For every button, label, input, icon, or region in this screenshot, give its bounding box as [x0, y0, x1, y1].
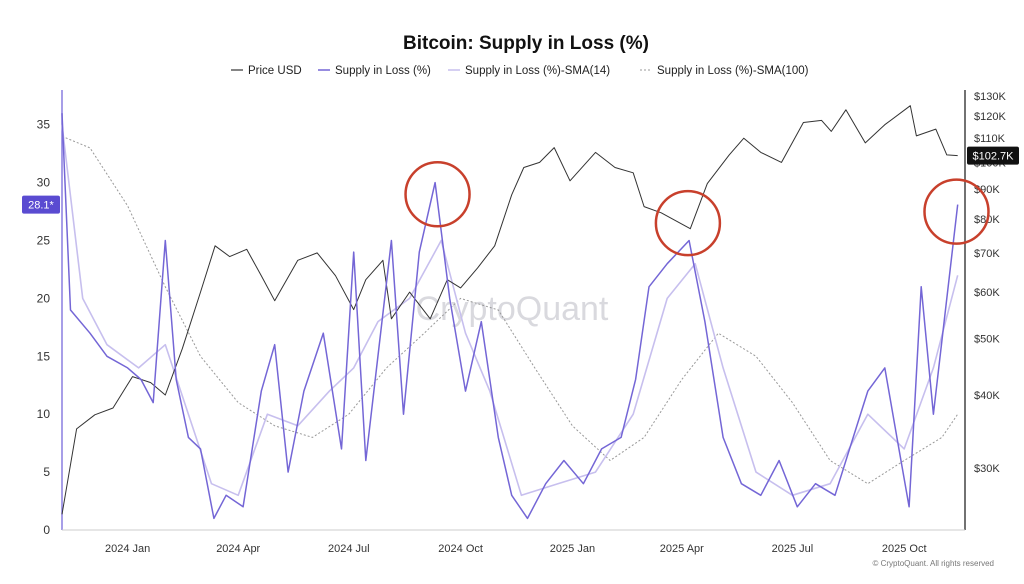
axes: 05101520253035$30K$40K$50K$60K$70K$80K$9… — [37, 90, 1006, 555]
x-tick-label: 2025 Oct — [882, 543, 927, 555]
y-left-tick-label: 30 — [37, 176, 51, 190]
y-right-tick-label: $90K — [974, 184, 1000, 196]
y-left-tick-label: 5 — [43, 465, 50, 479]
legend-label-sma14[interactable]: Supply in Loss (%)-SMA(14) — [465, 65, 610, 77]
last-value-label-price: $102.7K — [973, 151, 1015, 163]
copyright: © CryptoQuant. All rights reserved — [873, 559, 995, 568]
series-line-price — [61, 105, 958, 515]
y-right-tick-label: $70K — [974, 248, 1000, 260]
series-layer — [61, 105, 959, 520]
legend-label-supply[interactable]: Supply in Loss (%) — [335, 65, 431, 77]
watermark: CryptoQuant — [416, 290, 609, 328]
x-tick-label: 2024 Jan — [105, 543, 150, 555]
y-left-tick-label: 35 — [37, 118, 51, 132]
y-right-tick-label: $120K — [974, 111, 1006, 123]
x-tick-label: 2025 Apr — [660, 543, 704, 555]
x-tick-label: 2024 Jul — [328, 543, 370, 555]
y-right-tick-label: $40K — [974, 390, 1000, 402]
x-tick-label: 2024 Oct — [438, 543, 483, 555]
y-right-tick-label: $30K — [974, 463, 1000, 475]
y-left-tick-label: 10 — [37, 407, 51, 421]
y-left-tick-label: 0 — [43, 523, 50, 537]
chart-title: Bitcoin: Supply in Loss (%) — [403, 33, 649, 54]
last-value-label-supply: 28.1* — [28, 200, 54, 212]
series-line-supply — [61, 113, 959, 520]
highlight-circle-2 — [654, 189, 722, 257]
annotation-layer — [404, 160, 990, 257]
highlight-circle-3 — [923, 178, 990, 245]
legend-label-sma100[interactable]: Supply in Loss (%)-SMA(100) — [657, 65, 809, 77]
highlight-circle-1 — [404, 160, 471, 228]
badge-layer: 28.1* $102.7K — [22, 146, 1019, 214]
last-value-badge-price — [967, 146, 1019, 165]
y-left-tick-label: 20 — [37, 291, 51, 305]
y-right-tick-label: $50K — [974, 333, 1000, 345]
x-tick-label: 2025 Jul — [772, 543, 814, 555]
y-right-tick-label: $60K — [974, 287, 1000, 299]
y-left-tick-label: 15 — [37, 349, 51, 363]
legend: Price USD Supply in Loss (%) Supply in L… — [231, 65, 809, 77]
y-right-tick-label: $130K — [974, 91, 1006, 103]
legend-label-price[interactable]: Price USD — [248, 65, 302, 77]
series-line-sma100 — [61, 135, 959, 485]
x-tick-label: 2025 Jan — [550, 543, 595, 555]
y-right-tick-label: $110K — [974, 133, 1006, 145]
last-value-badge-supply — [22, 195, 60, 214]
x-tick-label: 2024 Apr — [216, 543, 260, 555]
y-left-tick-label: 25 — [37, 234, 51, 248]
